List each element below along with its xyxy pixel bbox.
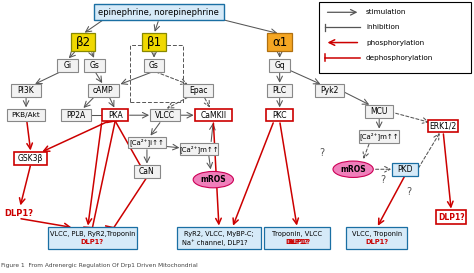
- Ellipse shape: [333, 161, 374, 177]
- Text: DLP1?: DLP1?: [4, 209, 34, 218]
- Ellipse shape: [193, 171, 233, 188]
- FancyBboxPatch shape: [428, 120, 458, 132]
- Text: DLP1?: DLP1?: [286, 239, 309, 245]
- Text: PLC: PLC: [273, 86, 287, 95]
- Text: VLCC, Troponin: VLCC, Troponin: [352, 231, 402, 236]
- FancyBboxPatch shape: [57, 59, 78, 72]
- FancyBboxPatch shape: [359, 130, 399, 143]
- FancyBboxPatch shape: [319, 2, 471, 73]
- Text: Figure 1  From Adrenergic Regulation Of Drp1 Driven Mitochondrial: Figure 1 From Adrenergic Regulation Of D…: [1, 263, 198, 268]
- Text: Gs: Gs: [90, 61, 100, 70]
- Text: Pyk2: Pyk2: [320, 86, 338, 95]
- Text: Troponin, VLCC: Troponin, VLCC: [272, 231, 322, 236]
- Text: ?: ?: [406, 188, 411, 197]
- Text: mROS: mROS: [340, 165, 366, 174]
- Text: Epac: Epac: [189, 86, 208, 95]
- Text: Gq: Gq: [274, 61, 285, 70]
- FancyBboxPatch shape: [264, 227, 330, 249]
- Text: PKA: PKA: [108, 111, 123, 120]
- Text: dephosphorylation: dephosphorylation: [366, 55, 433, 61]
- Text: α1: α1: [272, 36, 287, 49]
- Text: PKC: PKC: [273, 111, 287, 120]
- FancyBboxPatch shape: [365, 105, 393, 118]
- Text: Na⁺ channel, DLP1?: Na⁺ channel, DLP1?: [182, 239, 248, 245]
- Text: PKB/Akt: PKB/Akt: [12, 112, 40, 118]
- FancyBboxPatch shape: [150, 109, 180, 121]
- FancyBboxPatch shape: [84, 59, 105, 72]
- Text: CaN: CaN: [139, 167, 155, 176]
- Text: cAMP: cAMP: [93, 86, 114, 95]
- FancyBboxPatch shape: [142, 33, 166, 51]
- FancyBboxPatch shape: [346, 227, 407, 249]
- FancyBboxPatch shape: [88, 84, 118, 97]
- FancyBboxPatch shape: [11, 84, 41, 97]
- Text: MCU: MCU: [371, 107, 388, 116]
- Text: mROS: mROS: [201, 175, 226, 184]
- FancyBboxPatch shape: [392, 163, 418, 176]
- Text: DLP1?: DLP1?: [365, 239, 388, 245]
- Text: ?: ?: [320, 148, 325, 158]
- FancyBboxPatch shape: [315, 84, 344, 97]
- FancyBboxPatch shape: [94, 4, 224, 20]
- Text: epinephrine, norepinephrine: epinephrine, norepinephrine: [98, 8, 219, 17]
- FancyBboxPatch shape: [134, 165, 160, 178]
- Text: [Ca²⁺]i↑↑: [Ca²⁺]i↑↑: [129, 139, 164, 146]
- Text: β1: β1: [146, 36, 162, 49]
- Text: VLCC, PLB, RyR2,Troponin: VLCC, PLB, RyR2,Troponin: [50, 231, 135, 236]
- Text: [Ca²⁺]m↑↑: [Ca²⁺]m↑↑: [359, 133, 399, 140]
- Text: β2: β2: [75, 36, 91, 49]
- Text: ERK1/2: ERK1/2: [429, 122, 457, 130]
- Text: DLP1?: DLP1?: [287, 239, 310, 245]
- Text: Gs: Gs: [149, 61, 159, 70]
- Text: DLP1?: DLP1?: [438, 213, 465, 221]
- FancyBboxPatch shape: [266, 109, 293, 121]
- FancyBboxPatch shape: [71, 33, 95, 51]
- Text: stimulation: stimulation: [366, 9, 406, 15]
- FancyBboxPatch shape: [14, 152, 47, 165]
- FancyBboxPatch shape: [144, 59, 164, 72]
- Text: phosphorylation: phosphorylation: [366, 40, 424, 46]
- FancyBboxPatch shape: [269, 59, 290, 72]
- FancyBboxPatch shape: [267, 33, 292, 51]
- Text: PI3K: PI3K: [18, 86, 35, 95]
- Text: PKD: PKD: [398, 165, 413, 174]
- Text: PP2A: PP2A: [66, 111, 85, 120]
- FancyBboxPatch shape: [267, 84, 292, 97]
- Text: ?: ?: [381, 175, 385, 185]
- Text: RyR2, VLCC, MyBP-C;: RyR2, VLCC, MyBP-C;: [184, 231, 254, 236]
- FancyBboxPatch shape: [436, 210, 466, 224]
- FancyBboxPatch shape: [176, 227, 262, 249]
- FancyBboxPatch shape: [61, 109, 91, 121]
- FancyBboxPatch shape: [8, 109, 45, 121]
- Text: DLP1?: DLP1?: [81, 239, 104, 245]
- Text: [Ca²⁺]m↑↑: [Ca²⁺]m↑↑: [179, 145, 219, 153]
- FancyBboxPatch shape: [195, 109, 232, 121]
- Text: inhibition: inhibition: [366, 24, 399, 30]
- Text: CaMKII: CaMKII: [200, 111, 227, 120]
- Text: VLCC: VLCC: [155, 111, 175, 120]
- Text: GSK3β: GSK3β: [18, 154, 44, 163]
- FancyBboxPatch shape: [180, 143, 218, 155]
- FancyBboxPatch shape: [128, 137, 166, 148]
- FancyBboxPatch shape: [102, 109, 128, 121]
- FancyBboxPatch shape: [183, 84, 213, 97]
- Text: Gi: Gi: [63, 61, 72, 70]
- FancyBboxPatch shape: [47, 227, 137, 249]
